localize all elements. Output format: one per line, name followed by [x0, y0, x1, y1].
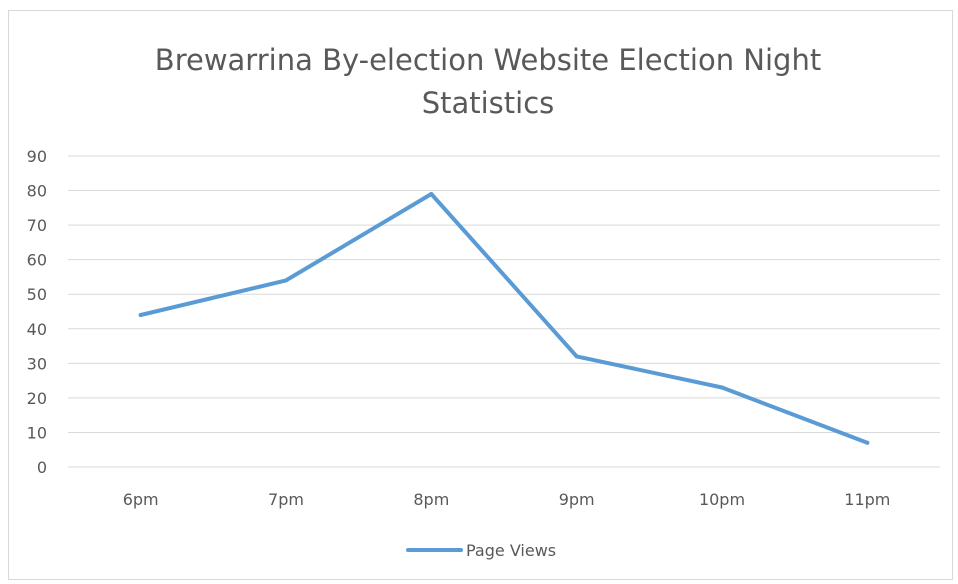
x-tick-label: 11pm: [844, 490, 890, 509]
data-point-8pm: [429, 192, 434, 197]
chart-frame: [8, 10, 953, 580]
x-tick-label: 8pm: [413, 490, 449, 509]
data-point-9pm: [574, 354, 579, 359]
y-tick-label: 60: [27, 251, 47, 270]
y-tick-label: 0: [37, 458, 47, 477]
x-tick-label: 7pm: [268, 490, 304, 509]
y-tick-label: 50: [27, 285, 47, 304]
x-tick-label: 9pm: [559, 490, 595, 509]
x-tick-label: 6pm: [123, 490, 159, 509]
legend: Page Views: [406, 541, 556, 560]
y-tick-label: 70: [27, 216, 47, 235]
legend-page-views-label: Page Views: [466, 541, 556, 560]
chart-title: Brewarrina By-election Website Election …: [155, 43, 821, 120]
data-point-7pm: [284, 278, 288, 283]
y-tick-label: 10: [27, 423, 47, 442]
x-tick-label: 10pm: [699, 490, 745, 509]
y-axis-ticks: 0 10 20 30 40 50 60 70 80 90: [27, 147, 47, 477]
data-point-10pm: [720, 385, 724, 390]
y-tick-label: 30: [27, 354, 47, 373]
y-tick-label: 20: [27, 389, 47, 408]
x-axis-ticks: 6pm 7pm 8pm 9pm 10pm 11pm: [123, 490, 891, 509]
chart-title-line-2: Statistics: [422, 86, 555, 120]
data-point-6pm: [138, 312, 143, 317]
y-tick-label: 40: [27, 320, 47, 339]
chart-title-line-1: Brewarrina By-election Website Election …: [155, 43, 821, 77]
y-tick-label: 80: [27, 182, 47, 201]
data-point-11pm: [865, 440, 870, 445]
gridlines: [68, 155, 940, 468]
series-lines: [138, 192, 870, 445]
series-line-page-views: [138, 192, 870, 445]
y-tick-label: 90: [27, 147, 47, 166]
